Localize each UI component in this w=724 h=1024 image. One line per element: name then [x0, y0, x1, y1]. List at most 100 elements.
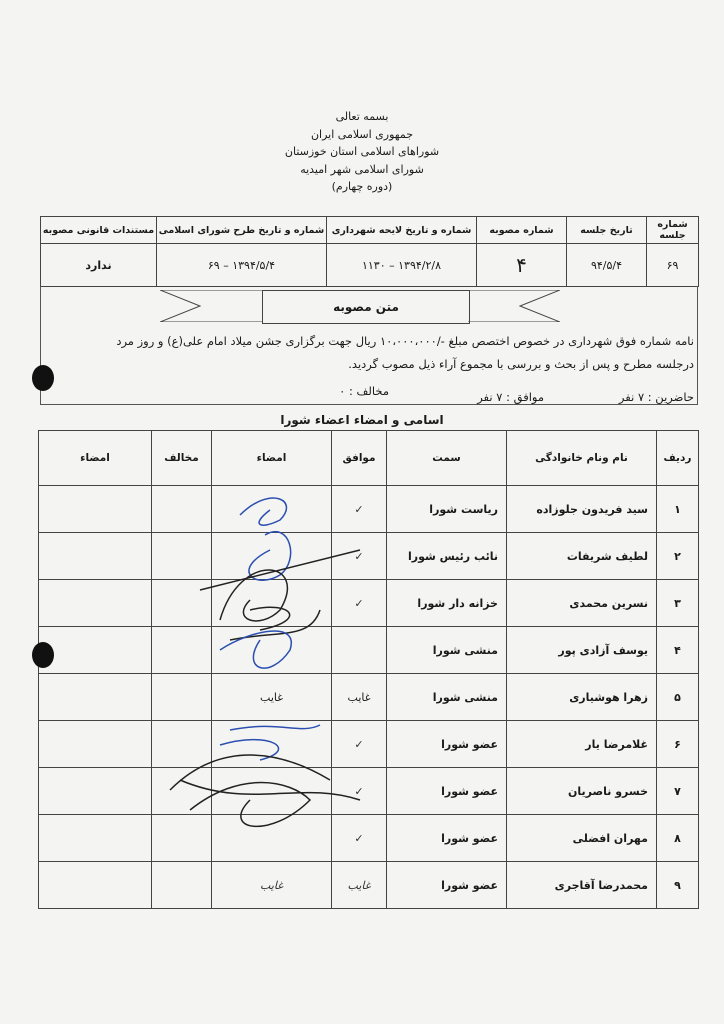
signature-oppose [38, 861, 152, 909]
session-table-header: شماره جلسه تاریخ جلسه شماره مصوبه شماره … [40, 216, 699, 244]
table-row: ۷ خسرو ناصریان عضو شورا ✓ [38, 767, 699, 815]
table-row: ۱ سید فریدون جلوزاده ریاست شورا ✓ [38, 485, 699, 533]
row-number: ۷ [656, 767, 699, 815]
session-table-values: ۶۹ ۹۴/۵/۴ ۴ ۱۳۹۴/۲/۸ – ۱۱۳۰ ۱۳۹۴/۵/۴ – ۶… [40, 243, 699, 287]
agree-mark: غایب [331, 861, 387, 909]
punch-hole [32, 642, 54, 668]
signature: غایب [211, 861, 332, 909]
row-number: ۱ [656, 485, 699, 533]
signature-oppose [38, 673, 152, 721]
bill-number-date: ۱۳۹۴/۲/۸ – ۱۱۳۰ [326, 243, 477, 287]
agree-mark: ✓ [331, 579, 387, 627]
row-number: ۴ [656, 626, 699, 674]
resolution-number: ۴ [476, 243, 567, 287]
member-role: منشی شورا [386, 626, 507, 674]
punch-hole [32, 365, 54, 391]
resolution-line: درجلسه مطرح و پس از بحث و بررسی با مجموع… [348, 357, 694, 371]
member-name: نسرین محمدی [506, 579, 657, 627]
row-number: ۹ [656, 861, 699, 909]
oppose-mark [151, 579, 212, 627]
agree-mark [331, 626, 387, 674]
oppose-mark [151, 485, 212, 533]
oppose-mark [151, 532, 212, 580]
header-line: شورای اسلامی شهر امیدیه [300, 162, 424, 176]
member-role: عضو شورا [386, 861, 507, 909]
header-line: جمهوری اسلامی ایران [310, 127, 414, 141]
header-role: سمت [386, 430, 507, 486]
table-row: ۶ غلامرضا یار عضو شورا ✓ [38, 720, 699, 768]
member-role: عضو شورا [386, 767, 507, 815]
member-name: یوسف آزادی پور [506, 626, 657, 674]
resolution-line: نامه شماره فوق شهرداری در خصوص اختصص مبل… [116, 334, 694, 348]
header-session-number: شماره جلسه [646, 216, 699, 244]
signature-oppose [38, 532, 152, 580]
signature [211, 767, 332, 815]
member-name: لطیف شریفات [506, 532, 657, 580]
member-role: منشی شورا [386, 673, 507, 721]
header-resolution-number: شماره مصوبه [476, 216, 567, 244]
signature [211, 485, 332, 533]
row-number: ۶ [656, 720, 699, 768]
row-number: ۲ [656, 532, 699, 580]
row-number: ۵ [656, 673, 699, 721]
signature-icon [169, 497, 361, 828]
row-number: ۸ [656, 814, 699, 862]
agree-mark: ✓ [331, 767, 387, 815]
agree-mark: ✓ [331, 720, 387, 768]
header-bill: شماره و تاریخ لایحه شهرداری [326, 216, 477, 244]
header-oppose: مخالف [151, 430, 212, 486]
header-name: نام ونام خانوادگی [506, 430, 657, 486]
signature-oppose [38, 767, 152, 815]
members-header: ردیف نام ونام خانوادگی سمت موافق امضاء م… [38, 430, 699, 486]
header-plan: شماره و تاریخ طرح شورای اسلامی [156, 216, 327, 244]
oppose-mark [151, 861, 212, 909]
header-agree: موافق [331, 430, 387, 486]
member-role: ریاست شورا [386, 485, 507, 533]
table-row: ۹ محمدرضا آقاجری عضو شورا غایب غایب [38, 861, 699, 909]
header-signature-oppose: امضاء [38, 430, 152, 486]
oppose-mark [151, 767, 212, 815]
header-line: (دوره چهارم) [331, 180, 393, 193]
signature [211, 579, 332, 627]
resolution-text: نامه شماره فوق شهرداری در خصوص اختصص مبل… [34, 330, 694, 376]
signature-oppose [38, 814, 152, 862]
agree-mark: ✓ [331, 485, 387, 533]
header-signature: امضاء [211, 430, 332, 486]
header-line: شوراهای اسلامی استان خوزستان [284, 145, 440, 158]
legal-docs: ندارد [40, 243, 157, 287]
oppose-count: مخالف : ۰ [339, 384, 389, 398]
member-name: محمدرضا آقاجری [506, 861, 657, 909]
member-name: زهرا هوشیاری [506, 673, 657, 721]
member-name: غلامرضا یار [506, 720, 657, 768]
plan-number-date: ۱۳۹۴/۵/۴ – ۶۹ [156, 243, 327, 287]
members-table: ردیف نام ونام خانوادگی سمت موافق امضاء م… [38, 430, 699, 909]
present-count: حاضرین : ۷ نفر [618, 390, 694, 404]
table-row: ۳ نسرین محمدی خزانه دار شورا ✓ [38, 579, 699, 627]
row-number: ۳ [656, 579, 699, 627]
oppose-mark [151, 673, 212, 721]
agree-mark: غایب [331, 673, 387, 721]
members-title: اسامی و امضاء اعضاء شورا [280, 413, 444, 427]
resolution-box [40, 286, 698, 405]
signature-oppose [38, 626, 152, 674]
member-role: عضو شورا [386, 814, 507, 862]
header-legal-docs: مستندات قانونی مصوبه [40, 216, 157, 244]
member-name: خسرو ناصریان [506, 767, 657, 815]
resolution-title: متن مصوبه [262, 290, 470, 324]
signature-oppose [38, 485, 152, 533]
signature-oppose [38, 579, 152, 627]
agree-mark: ✓ [331, 532, 387, 580]
member-role: عضو شورا [386, 720, 507, 768]
signature-oppose [38, 720, 152, 768]
session-date: ۹۴/۵/۴ [566, 243, 647, 287]
banner-ribbon-icon [160, 290, 560, 322]
letterhead: بسمه تعالی جمهوری اسلامی ایران شوراهای ا… [0, 108, 724, 196]
member-name: سید فریدون جلوزاده [506, 485, 657, 533]
header-row-number: ردیف [656, 430, 699, 486]
signatures-overlay [169, 497, 361, 828]
session-table: شماره جلسه تاریخ جلسه شماره مصوبه شماره … [40, 216, 699, 287]
member-role: نائب رئیس شورا [386, 532, 507, 580]
header-session-date: تاریخ جلسه [566, 216, 647, 244]
member-role: خزانه دار شورا [386, 579, 507, 627]
member-name: مهران افضلی [506, 814, 657, 862]
